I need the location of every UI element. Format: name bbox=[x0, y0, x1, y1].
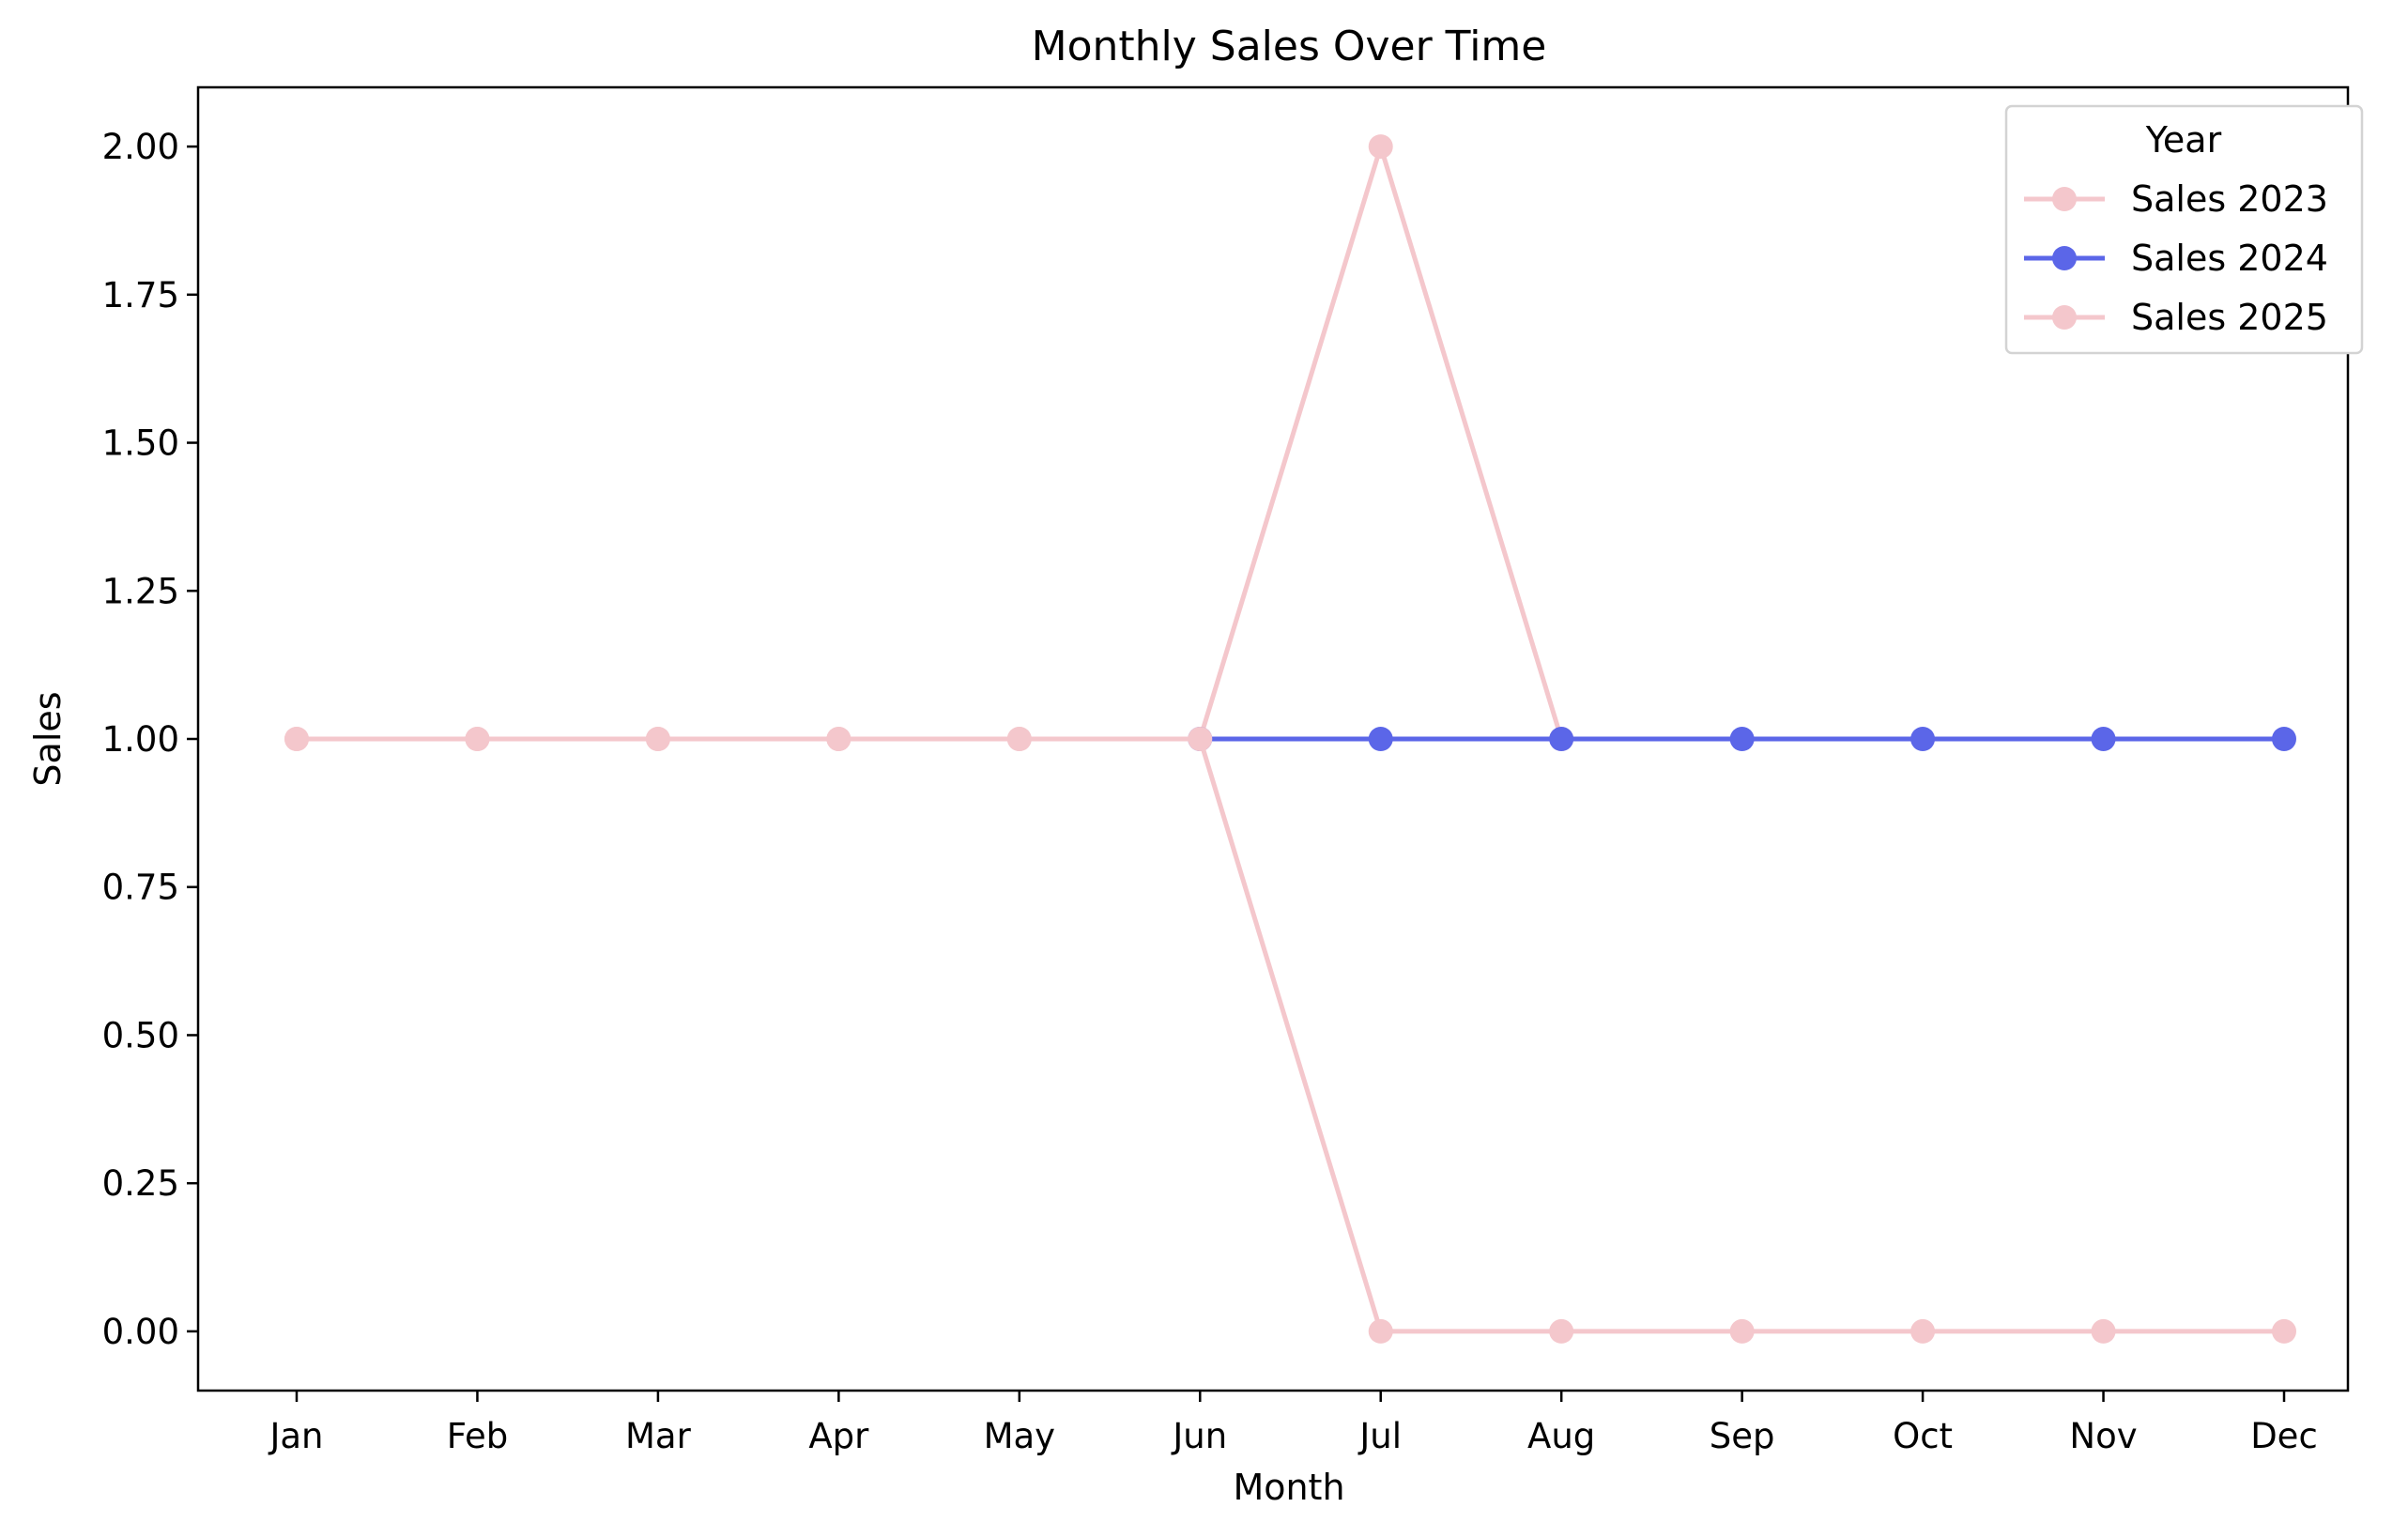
data-point bbox=[465, 727, 490, 751]
data-point bbox=[1006, 727, 1032, 751]
data-point bbox=[2272, 727, 2296, 751]
legend-label: Sales 2025 bbox=[2131, 297, 2328, 338]
x-tick-label: Apr bbox=[808, 1416, 869, 1456]
legend-label: Sales 2023 bbox=[2131, 178, 2328, 220]
x-tick-label: May bbox=[984, 1416, 1056, 1456]
legend-title: Year bbox=[2145, 119, 2222, 161]
y-tick-label: 0.25 bbox=[102, 1163, 179, 1204]
y-tick-label: 1.50 bbox=[102, 423, 179, 464]
data-point bbox=[2272, 1318, 2296, 1344]
y-tick-label: 0.50 bbox=[102, 1015, 179, 1055]
series-layer bbox=[284, 134, 2296, 1344]
data-point bbox=[284, 727, 309, 751]
legend-box bbox=[2004, 104, 2364, 355]
data-point bbox=[1729, 1318, 1755, 1344]
data-point bbox=[1368, 134, 1393, 160]
y-tick-label: 1.75 bbox=[102, 275, 179, 315]
y-tick-label: 0.75 bbox=[102, 868, 179, 908]
y-tick-label: 1.25 bbox=[102, 571, 179, 611]
x-tick-label: Oct bbox=[1893, 1416, 1953, 1456]
data-point bbox=[1910, 727, 1936, 751]
y-tick-label: 2.00 bbox=[102, 127, 179, 167]
x-tick-label: Jun bbox=[1171, 1416, 1227, 1456]
series-line bbox=[297, 736, 2284, 1334]
data-point bbox=[2091, 1318, 2116, 1344]
data-point bbox=[1188, 727, 1213, 751]
x-tick-label: Dec bbox=[2250, 1416, 2318, 1456]
y-axis-ticks: 0.00 0.25 0.50 0.75 1.00 1.25 1.50 1.75 2.00 bbox=[102, 127, 198, 1352]
legend-entries: Sales 2023 Sales 2024 Sales 2025 bbox=[2024, 178, 2328, 338]
data-point bbox=[1368, 1318, 1393, 1344]
x-tick-label: Mar bbox=[625, 1416, 692, 1456]
x-tick-label: Nov bbox=[2069, 1416, 2137, 1456]
x-tick-label: Jul bbox=[1357, 1416, 1402, 1456]
legend-marker bbox=[2052, 246, 2077, 270]
series-3 bbox=[284, 727, 2296, 1344]
legend: Year Sales 2023 Sales 2024 Sales 2025 bbox=[2004, 104, 2364, 355]
y-tick-label: 1.00 bbox=[102, 719, 179, 760]
legend-marker bbox=[2052, 187, 2077, 211]
series-2 bbox=[1188, 727, 2296, 751]
x-tick-label: Sep bbox=[1710, 1416, 1775, 1456]
data-point bbox=[1549, 727, 1574, 751]
chart-title: Monthly Sales Over Time bbox=[1032, 23, 1547, 70]
x-tick-label: Jan bbox=[268, 1416, 323, 1456]
data-point bbox=[1910, 1318, 1936, 1344]
data-point bbox=[645, 727, 670, 751]
data-point bbox=[826, 727, 851, 751]
data-point bbox=[2091, 727, 2116, 751]
x-axis-ticks: Jan Feb Mar Apr May Jun Jul Aug Sep Oct Nov Dec bbox=[268, 1391, 2318, 1456]
x-tick-label: Feb bbox=[447, 1416, 509, 1456]
data-point bbox=[1368, 727, 1393, 751]
data-point bbox=[1549, 1318, 1574, 1344]
x-axis-label: Month bbox=[1233, 1467, 1344, 1508]
y-axis-label: Sales bbox=[27, 691, 69, 786]
data-point bbox=[1729, 727, 1755, 751]
x-tick-label: Aug bbox=[1527, 1416, 1595, 1456]
legend-marker bbox=[2052, 305, 2077, 330]
legend-label: Sales 2024 bbox=[2131, 238, 2328, 279]
y-tick-label: 0.00 bbox=[102, 1312, 179, 1352]
